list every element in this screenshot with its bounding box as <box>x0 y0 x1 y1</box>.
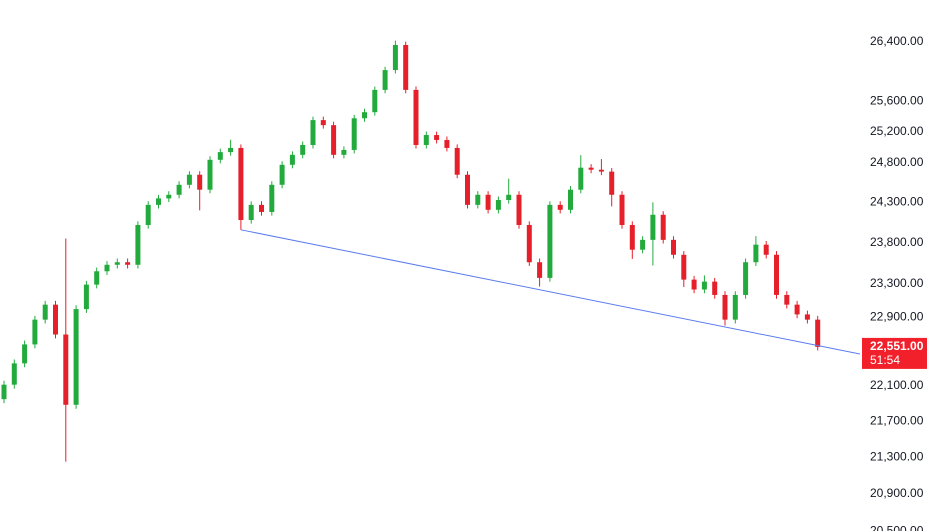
candle-body <box>289 154 295 165</box>
candle-body <box>516 194 522 225</box>
candle-body <box>331 125 337 155</box>
y-tick-label: 21,300.00 <box>870 449 924 463</box>
last-price-label: 22,551.00 <box>870 339 924 353</box>
candle-body <box>598 169 604 172</box>
candle-body <box>300 144 306 155</box>
candle-body <box>485 194 491 210</box>
candle-body <box>135 224 141 265</box>
candle-body <box>804 314 810 320</box>
candle-body <box>217 152 223 160</box>
last-price-box <box>862 337 927 369</box>
candle-body <box>228 147 234 153</box>
candle-body <box>537 262 543 278</box>
candle-body <box>763 244 769 255</box>
candle-body <box>176 184 182 195</box>
candle-body <box>578 167 584 190</box>
candle-body <box>362 112 367 119</box>
candle-body <box>269 184 275 212</box>
candle-body <box>320 120 326 126</box>
candle-body <box>259 204 264 212</box>
candle-body <box>444 139 450 148</box>
candle-body <box>22 344 28 364</box>
candle-body <box>640 239 646 250</box>
candle-body <box>547 204 553 278</box>
candle-body <box>650 214 656 240</box>
candle-body <box>732 294 738 320</box>
candle-body <box>609 171 615 195</box>
y-tick-label: 20,500.00 <box>870 524 924 531</box>
candle-body <box>197 174 203 190</box>
candle-body <box>125 262 131 265</box>
y-tick-label: 23,800.00 <box>870 235 924 249</box>
candle-body <box>629 224 635 250</box>
y-tick-label: 21,700.00 <box>870 413 924 427</box>
candle-body <box>53 304 58 335</box>
candle-body <box>73 309 79 405</box>
candle-body <box>475 194 481 205</box>
candle-body <box>207 159 213 190</box>
candle-body <box>671 239 676 255</box>
candle-body <box>341 149 347 155</box>
candle-body <box>753 244 759 263</box>
candle-body <box>310 120 316 145</box>
candle-body <box>588 167 594 170</box>
candle-body <box>774 254 779 295</box>
candle-body <box>413 89 419 145</box>
candle-body <box>454 147 460 175</box>
y-tick-label: 22,900.00 <box>870 309 924 323</box>
candle-body <box>743 262 749 295</box>
candle-body <box>434 135 440 140</box>
candle-body <box>815 319 821 347</box>
candle-body <box>1 384 7 400</box>
countdown: 51:54 <box>870 353 900 367</box>
candle-body <box>186 174 192 185</box>
y-tick-label: 22,100.00 <box>870 378 924 392</box>
candle-body <box>382 70 388 90</box>
candle-body <box>526 224 532 263</box>
trendline <box>240 229 861 355</box>
candle-body <box>83 284 89 310</box>
candle-body <box>619 194 625 225</box>
candle-body <box>166 194 172 199</box>
y-tick-label: 23,300.00 <box>870 276 924 290</box>
candle-body <box>145 204 151 225</box>
candle-body <box>794 304 800 315</box>
candle-body <box>423 135 429 145</box>
candle-body <box>495 200 501 210</box>
candle-body <box>392 44 398 71</box>
candle-body <box>32 319 38 345</box>
candle-body <box>114 262 120 265</box>
candle-body <box>351 118 357 150</box>
candle-body <box>279 164 285 185</box>
y-tick-label: 26,400.00 <box>870 34 924 48</box>
candle-body <box>568 189 573 210</box>
candle-body <box>557 204 563 210</box>
candle-body <box>63 334 69 405</box>
candle-body <box>94 271 100 285</box>
candle-body <box>722 294 728 320</box>
candle-body <box>372 89 378 113</box>
y-tick-label: 25,200.00 <box>870 124 924 138</box>
candle-body <box>691 279 697 290</box>
candle-body <box>681 254 687 280</box>
y-tick-label: 25,600.00 <box>870 94 924 108</box>
candle-body <box>248 204 254 220</box>
y-tick-label: 20,900.00 <box>870 486 924 500</box>
candle-body <box>42 304 48 320</box>
candle-body <box>104 264 110 272</box>
candle-body <box>156 198 161 205</box>
candle-body <box>465 174 470 205</box>
candle-body <box>403 44 409 90</box>
candle-body <box>238 147 244 220</box>
candle-body <box>11 363 17 385</box>
candle-body <box>701 281 707 290</box>
y-tick-label: 24,800.00 <box>870 155 924 169</box>
candle-body <box>660 214 666 240</box>
y-tick-label: 24,300.00 <box>870 195 924 209</box>
candle-body <box>712 281 718 295</box>
candle-body <box>506 194 512 201</box>
candle-body <box>784 294 790 305</box>
